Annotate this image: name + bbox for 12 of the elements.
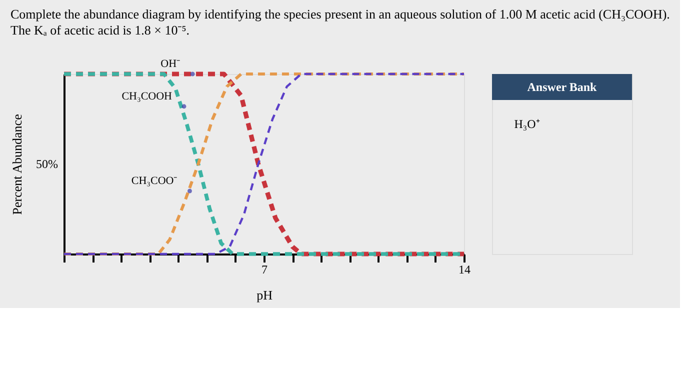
x-tick-label: 14 — [458, 262, 470, 276]
chart-subtitle: The Kₐ of acetic acid is 1.8 × 10⁻⁵. — [10, 22, 190, 38]
x-axis-title: pH — [256, 288, 272, 302]
text: H₃O⁺ — [514, 117, 540, 131]
annotation: CH₃COO⁻ — [131, 175, 178, 187]
y-axis-title: Percent Abundance — [10, 114, 24, 215]
annotation: CH₃COOH — [122, 90, 172, 102]
x-tick-label: 7 — [262, 262, 268, 276]
chart-title: Complete the abundance diagram by identifying the species present in an aqueous solution of 1.00 M acetic acid (CH₃COOH). — [10, 6, 670, 22]
annotation: OH⁻ — [160, 58, 181, 70]
text: 50% — [36, 157, 58, 171]
text: Answer Bank — [527, 80, 598, 94]
